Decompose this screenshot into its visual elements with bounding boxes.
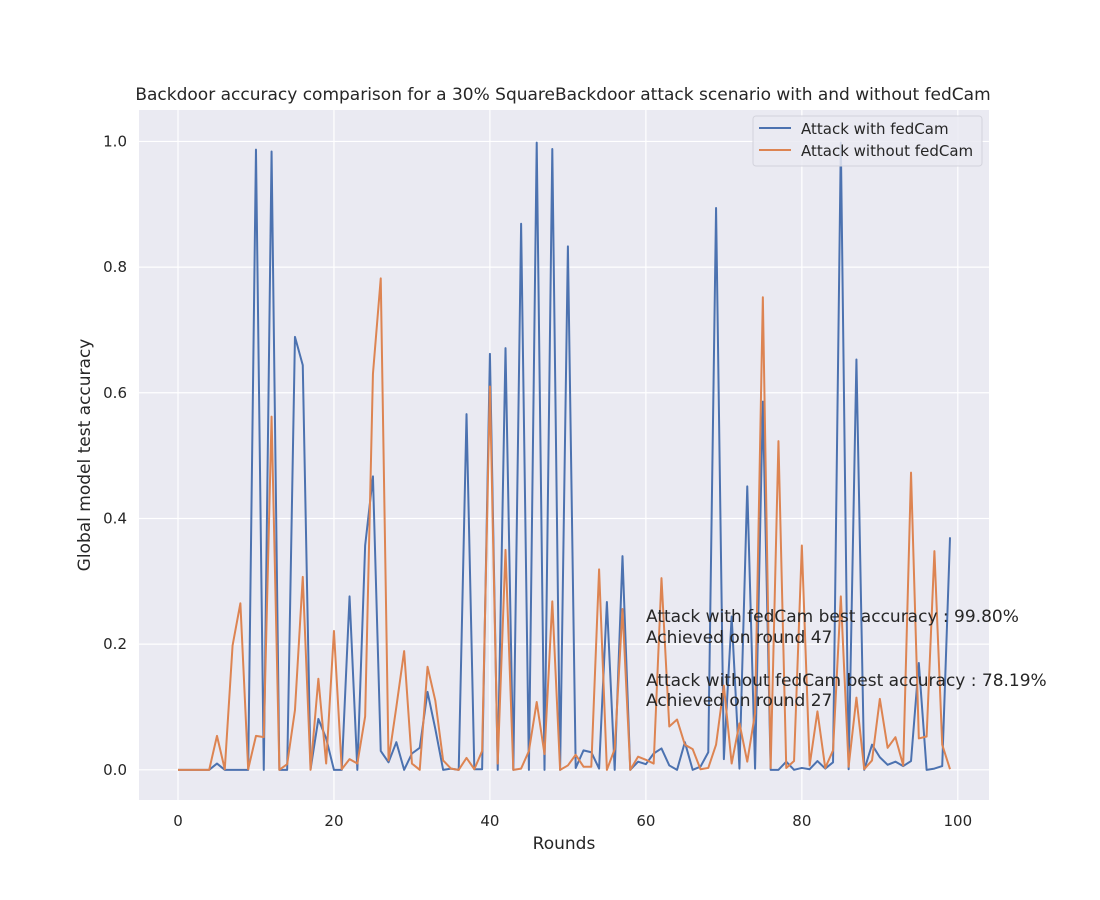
annotations: Attack with fedCam best accuracy : 99.80… <box>646 607 1047 711</box>
x-tick-label: 40 <box>480 812 499 830</box>
legend-label-fedcam: Attack with fedCam <box>801 120 949 138</box>
x-tick-label: 60 <box>636 812 655 830</box>
annotation-nofedcam-best: Attack without fedCam best accuracy : 78… <box>646 671 1047 691</box>
grid <box>139 110 989 800</box>
y-tick-label: 0.4 <box>103 509 127 527</box>
x-tick-label: 20 <box>324 812 343 830</box>
y-tick-label: 1.0 <box>103 132 127 150</box>
y-tick-label: 0.2 <box>103 635 127 653</box>
chart-title: Backdoor accuracy comparison for a 30% S… <box>135 85 990 105</box>
annotation-fedcam-best: Attack with fedCam best accuracy : 99.80… <box>646 607 1019 627</box>
legend-label-nofedcam: Attack without fedCam <box>801 142 973 160</box>
annotation-fedcam-round: Achieved on round 47 <box>646 628 832 648</box>
y-tick-label: 0.8 <box>103 258 127 276</box>
x-tick-label: 80 <box>792 812 811 830</box>
x-tick-labels: 0 20 40 60 80 100 <box>173 812 972 830</box>
legend-box <box>752 115 983 167</box>
x-axis-label: Rounds <box>533 834 596 854</box>
series-line-with-fedcam <box>177 141 952 771</box>
series-line-without-fedcam <box>177 277 951 771</box>
x-tick-label: 0 <box>173 812 183 830</box>
series-lines <box>177 141 952 771</box>
annotation-nofedcam-round: Achieved on round 27 <box>646 691 832 711</box>
y-tick-labels: 0.0 0.2 0.4 0.6 0.8 1.0 <box>103 132 127 778</box>
y-tick-label: 0.0 <box>103 761 127 779</box>
y-tick-label: 0.6 <box>103 384 127 402</box>
y-axis-label: Global model test accuracy <box>75 339 95 572</box>
legend: Attack with fedCam Attack without fedCam <box>752 115 983 167</box>
x-tick-label: 100 <box>943 812 972 830</box>
